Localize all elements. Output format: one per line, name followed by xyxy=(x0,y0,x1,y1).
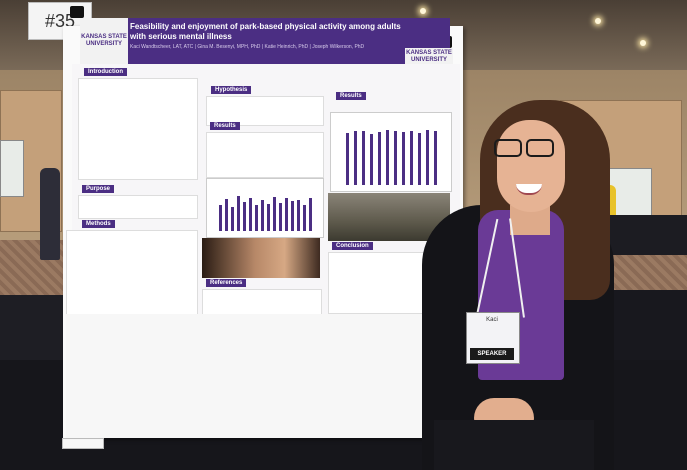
poster-chart-bar xyxy=(393,131,397,185)
poster-chart-bar xyxy=(409,131,413,185)
poster-chart-bar xyxy=(230,207,234,231)
badge-name: Kaci xyxy=(486,317,498,323)
results-text xyxy=(206,132,324,178)
poster-photo-person xyxy=(202,238,320,278)
background-poster xyxy=(0,140,24,197)
university-logo-right: KANSAS STATE UNIVERSITY xyxy=(405,48,453,66)
hypothesis-text xyxy=(206,96,324,126)
poster-chart-bar xyxy=(353,131,357,185)
poster-chart-bar xyxy=(248,198,252,231)
booth-number: #35 xyxy=(44,10,76,31)
card-on-table xyxy=(62,438,104,449)
ceiling-light xyxy=(595,18,601,24)
results-bar-chart xyxy=(206,178,324,238)
poster-chart-bar xyxy=(224,199,228,231)
section-results-right: Results xyxy=(336,92,366,100)
section-hypothesis: Hypothesis xyxy=(211,86,252,94)
poster-chart-bar xyxy=(425,130,429,185)
section-results-left: Results xyxy=(210,122,240,130)
binder-clip xyxy=(70,6,84,18)
poster-chart-bar xyxy=(296,200,300,231)
poster-chart-bar xyxy=(401,132,405,185)
poster-chart-bar xyxy=(345,133,349,185)
poster-chart-bar xyxy=(242,202,246,231)
section-conclusion: Conclusion xyxy=(332,242,373,250)
background-attendee xyxy=(40,168,60,260)
poster-chart-bar xyxy=(377,132,381,185)
section-references: References xyxy=(206,279,247,287)
purpose-text xyxy=(78,195,198,219)
poster-chart-bar xyxy=(385,130,389,185)
presenter-smile xyxy=(516,184,542,195)
poster-chart-bar xyxy=(278,203,282,231)
methods-table xyxy=(66,230,198,316)
university-logo: KANSAS STATE UNIVERSITY xyxy=(80,18,128,64)
poster-chart-bar xyxy=(284,198,288,231)
introduction-text xyxy=(78,78,198,180)
poster-chart-bar xyxy=(272,197,276,231)
ceiling-light xyxy=(420,8,426,14)
poster-chart-bar xyxy=(308,198,312,231)
glasses-icon xyxy=(494,139,554,157)
poster-chart-bar xyxy=(254,205,258,231)
badge-role: SPEAKER xyxy=(470,348,514,360)
poster-chart-bar xyxy=(266,204,270,231)
section-methods: Methods xyxy=(82,220,115,228)
poster-chart-bar xyxy=(290,201,294,231)
references-text xyxy=(202,289,322,315)
poster-chart-bar xyxy=(218,205,222,231)
ceiling-light xyxy=(640,40,646,46)
poster-chart-bar xyxy=(417,133,421,185)
presenter-face xyxy=(497,120,565,212)
poster-authors: Kaci Wandtscheer, LAT, ATC | Gina M. Bes… xyxy=(130,44,365,50)
section-purpose: Purpose xyxy=(82,185,115,193)
poster-header xyxy=(80,18,450,64)
poster-chart-bar xyxy=(369,134,373,185)
background-table xyxy=(600,215,687,255)
poster-chart-bar xyxy=(361,131,365,185)
poster-chart-bar xyxy=(260,200,264,231)
presenter-skirt xyxy=(434,420,594,470)
poster-title: Feasibility and enjoyment of park-based … xyxy=(130,22,401,41)
section-introduction: Introduction xyxy=(84,68,127,76)
results-season-chart xyxy=(330,112,452,192)
poster-board-lower xyxy=(66,314,460,438)
poster-chart-bar xyxy=(433,131,437,185)
poster-chart-bar xyxy=(236,196,240,231)
poster-chart-bar xyxy=(302,205,306,231)
